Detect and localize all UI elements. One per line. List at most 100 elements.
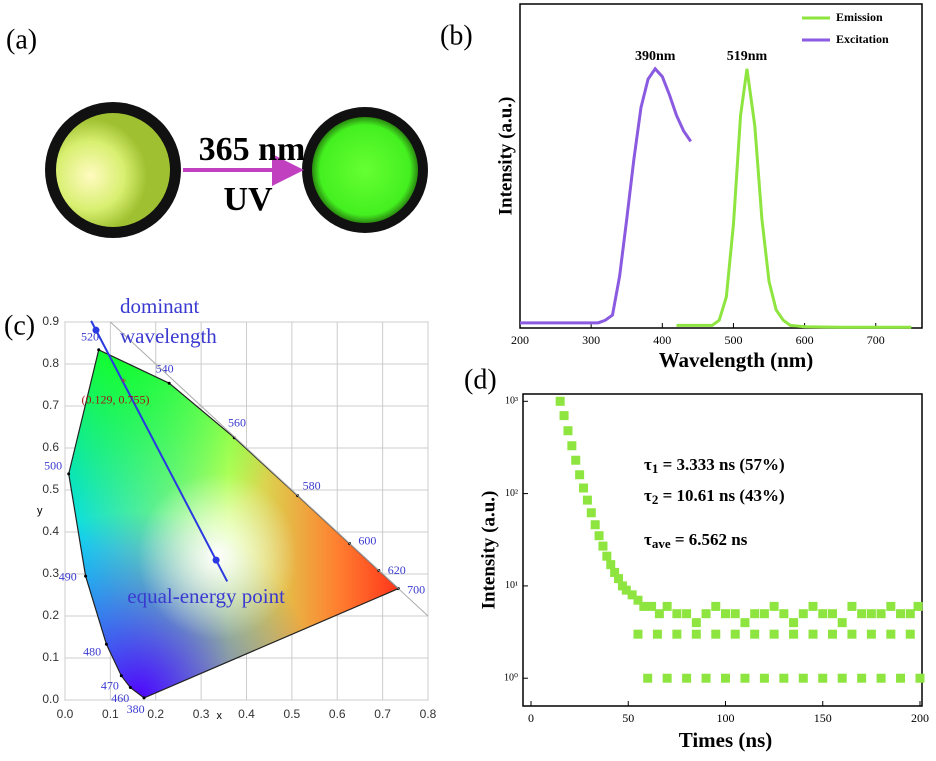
y-tick-label: 0.6	[42, 440, 59, 454]
series-line	[676, 68, 912, 329]
data-point	[563, 426, 573, 436]
data-point	[711, 601, 721, 611]
data-point	[896, 609, 906, 619]
locus-point	[128, 686, 132, 690]
series-line	[520, 66, 692, 325]
data-point	[886, 601, 896, 611]
photo-label: 365 nm	[199, 131, 306, 168]
wavelength-label: 470	[101, 678, 119, 692]
x-tick-label: 200	[911, 711, 929, 725]
data-point	[759, 609, 769, 619]
x-tick-label: 0.5	[284, 707, 301, 721]
data-point	[672, 609, 682, 619]
data-point	[896, 673, 906, 683]
white-line	[110, 321, 429, 617]
locus-point	[104, 642, 108, 646]
x-axis-label: Wavelength (nm)	[659, 348, 814, 372]
locus-point	[84, 574, 88, 578]
wavelength-label: 490	[59, 570, 77, 584]
data-point	[789, 629, 799, 639]
data-point	[555, 396, 565, 406]
data-point	[847, 601, 857, 611]
x-tick-label: 50	[622, 711, 634, 725]
data-point	[789, 618, 799, 628]
data-point	[837, 673, 847, 683]
panel-label: (c)	[4, 310, 35, 341]
data-point	[633, 595, 643, 605]
peak-label: 519nm	[727, 49, 768, 64]
locus-point	[167, 381, 171, 385]
data-point	[602, 551, 612, 561]
data-point	[818, 673, 828, 683]
y-tick-label: 10³	[505, 396, 518, 407]
data-point	[691, 629, 701, 639]
plot-frame	[519, 3, 923, 329]
subscript: ave	[652, 536, 671, 551]
peak-label: 390nm	[635, 49, 676, 64]
data-point	[652, 629, 662, 639]
symbol: τ	[644, 530, 652, 549]
y-axis-label: Intensity (a.u.)	[478, 491, 499, 610]
y-axis-label: Intensity (a.u.)	[495, 97, 516, 216]
data-point	[721, 673, 730, 683]
wavelength-label: 560	[228, 416, 246, 430]
data-point	[857, 609, 867, 619]
x-tick-label: 100	[717, 711, 735, 725]
x-tick-label: 600	[796, 333, 814, 347]
data-point	[759, 673, 769, 683]
data-point	[769, 601, 779, 611]
data-point	[913, 601, 923, 611]
data-point	[682, 609, 692, 619]
panel-label: (d)	[464, 364, 497, 395]
value: = 6.562 ns	[671, 530, 748, 549]
y-tick-label: 0.7	[42, 398, 59, 412]
data-point	[647, 601, 657, 611]
data-point	[701, 673, 711, 683]
x-tick-label: 150	[814, 711, 832, 725]
sample-uv	[312, 117, 418, 223]
data-point	[559, 411, 569, 421]
data-point	[818, 609, 828, 619]
legend-label: Excitation	[836, 32, 889, 46]
locus-point	[142, 696, 146, 700]
value: = 10.61 ns (43%)	[658, 486, 784, 505]
data-point	[866, 609, 876, 619]
wavelength-label: 460	[111, 691, 129, 705]
data-point	[750, 609, 760, 619]
x-tick-label: 500	[724, 333, 742, 347]
point-label: (0.129, 0.755)	[82, 393, 150, 407]
y-tick-label: 0.9	[42, 314, 59, 328]
x-tick-label: 400	[653, 333, 671, 347]
data-point	[740, 618, 750, 628]
data-point	[730, 629, 740, 639]
data-point	[769, 629, 779, 639]
x-tick-label: 0.8	[420, 707, 437, 721]
data-point	[847, 629, 857, 639]
data-point	[621, 585, 631, 595]
point-marker: *	[121, 376, 127, 388]
data-point	[740, 673, 750, 683]
lifetime-label: τave = 6.562 ns	[644, 530, 748, 551]
data-point	[915, 673, 925, 683]
photo-label: UV	[223, 181, 273, 218]
data-point	[627, 590, 637, 600]
x-tick-label: 0.6	[329, 707, 346, 721]
dominant-line	[90, 320, 229, 582]
data-point	[672, 629, 682, 639]
data-point	[798, 673, 808, 683]
locus-point	[67, 472, 71, 476]
data-point	[779, 673, 789, 683]
data-point	[721, 609, 730, 619]
panel-label: (b)	[440, 20, 473, 51]
x-tick-label: 700	[867, 333, 885, 347]
wavelength-label: 600	[358, 534, 376, 548]
data-point	[633, 629, 643, 639]
data-point	[610, 567, 620, 577]
y-tick-label: 10⁰	[504, 673, 518, 684]
x-tick-label: 0	[528, 711, 534, 725]
wavelength-label: 700	[407, 582, 425, 596]
lifetime-label: τ2 = 10.61 ns (43%)	[644, 486, 785, 507]
value: = 3.333 ns (57%)	[658, 455, 784, 474]
data-point	[827, 609, 837, 619]
